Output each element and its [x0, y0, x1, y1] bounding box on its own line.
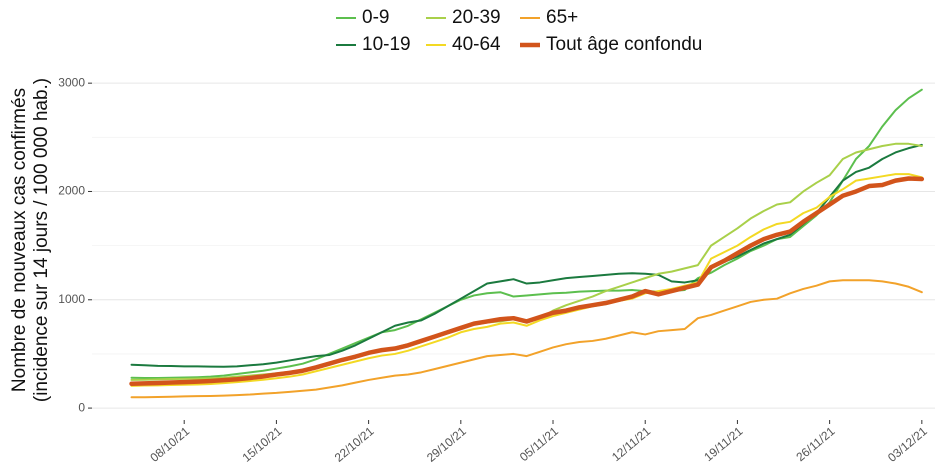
series-line: [130, 88, 923, 379]
legend-label: 0-9: [362, 7, 389, 28]
y-tick-label: 1000: [58, 292, 85, 306]
legend-label: 10-19: [362, 34, 411, 55]
series-line: [130, 173, 923, 387]
y-tick-label: 0: [78, 400, 85, 414]
y-tick-label: 3000: [58, 75, 85, 89]
y-tick-label: 2000: [58, 184, 85, 198]
series-line: [130, 143, 923, 368]
legend-label: 20-39: [452, 7, 501, 28]
y-axis-label: (incidence sur 14 jours / 100 000 hab.): [31, 78, 52, 402]
series-line: [130, 279, 923, 399]
legend-label: Tout âge confondu: [546, 34, 702, 55]
series-line: [129, 176, 925, 386]
y-axis-label: Nombre de nouveaux cas confirmés: [9, 88, 30, 392]
legend-label: 65+: [546, 7, 578, 28]
legend-label: 40-64: [452, 34, 501, 55]
